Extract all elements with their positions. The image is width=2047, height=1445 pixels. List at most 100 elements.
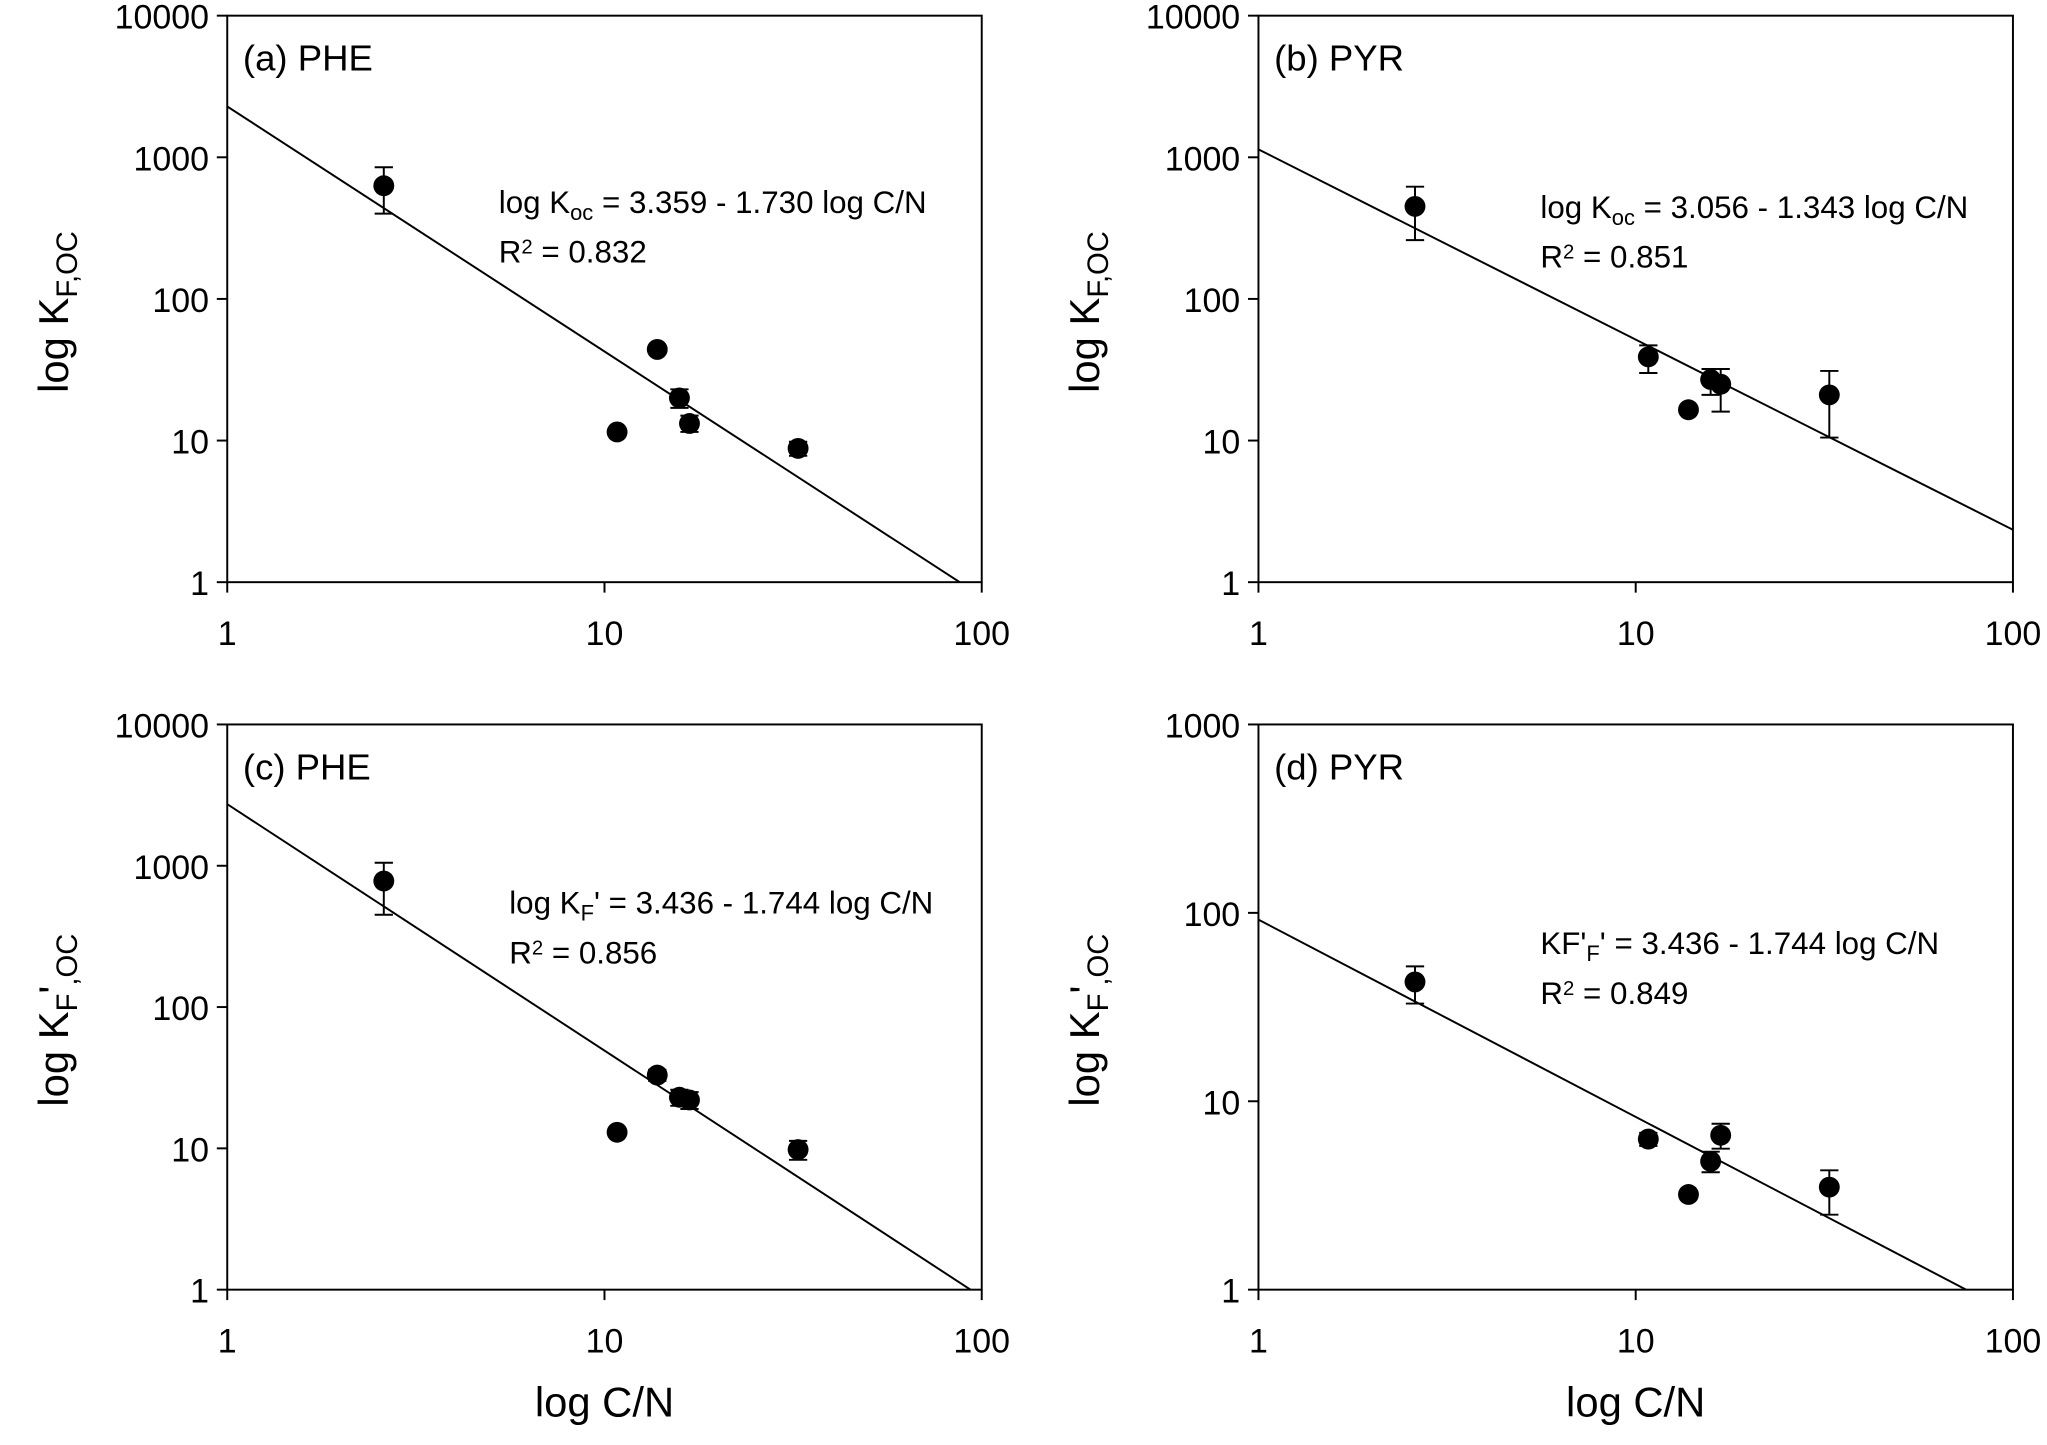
r-squared: R2 = 0.849 (1540, 976, 1688, 1011)
y-axis-label: log KF',OC (30, 934, 84, 1107)
y-tick-label: 1000 (134, 140, 209, 178)
y-tick-label: 100 (152, 282, 209, 320)
y-tick-label: 1 (190, 1273, 209, 1311)
plot-frame (226, 723, 983, 1291)
x-tick-label: 1 (218, 1322, 237, 1360)
x-tick-label: 10 (586, 615, 624, 653)
text-part: ' (30, 986, 77, 994)
x-tick-label: 10 (586, 1322, 624, 1360)
data-point (668, 387, 690, 409)
y-tick-label: 100 (1184, 282, 1241, 320)
data-point (1678, 1184, 1699, 1205)
x-tick-label: 100 (1985, 615, 2042, 653)
text-part: ' = 3.436 - 1.744 log C/N (1600, 926, 1939, 961)
regression-equation: log Koc = 3.359 - 1.730 log C/N (499, 185, 927, 225)
regression-line (1258, 918, 1969, 1290)
data-point (646, 1064, 668, 1086)
text-part: R (499, 234, 522, 269)
regression-equation: log Koc = 3.056 - 1.343 log C/N (1540, 190, 1968, 230)
y-tick-label: 10 (1202, 1084, 1240, 1122)
y-tick-label: 1 (1221, 1273, 1240, 1311)
subscript: oc (570, 199, 593, 224)
subscript: F (1083, 994, 1115, 1012)
x-axis-label: log C/N (535, 1378, 674, 1425)
data-point (1818, 1176, 1840, 1198)
y-tick-label: 10 (171, 1131, 209, 1169)
text-part: = 0.832 (533, 234, 647, 269)
text-part: log K (509, 886, 580, 921)
superscript: 2 (532, 937, 543, 959)
x-axis-label: log C/N (1566, 1378, 1705, 1425)
superscript: 2 (1563, 242, 1574, 264)
subscript: F,OC (1083, 231, 1115, 298)
plot-frame (226, 14, 983, 584)
text-part: log K (30, 298, 77, 393)
r-squared: R2 = 0.856 (509, 935, 657, 970)
data-point (1818, 384, 1840, 406)
subscript: F (581, 900, 594, 925)
text-part: log K (30, 1011, 77, 1106)
text-part: KF' (1540, 926, 1586, 961)
data-point (1637, 1128, 1659, 1150)
data-point (606, 1121, 628, 1143)
panel-a: 1 10 100 1 10 100 1000 10000 (a) PHE log Koc = 3.… (30, 0, 1010, 653)
regression-equation: KF'F' = 3.436 - 1.744 log C/N (1540, 926, 1939, 966)
subscript: F (1586, 941, 1599, 966)
x-tick-label: 100 (953, 615, 1010, 653)
panel-label: (c) PHE (243, 746, 371, 787)
subscript: oc (1612, 205, 1635, 230)
regression-line (227, 105, 962, 583)
panel-label: (d) PYR (1274, 746, 1404, 787)
x-tick-label: 1 (1249, 615, 1268, 653)
x-tick-label: 10 (1617, 615, 1655, 653)
y-tick-label: 100 (152, 990, 209, 1028)
y-tick-label: 10000 (115, 0, 209, 37)
text-part: = 3.056 - 1.343 log C/N (1635, 190, 1968, 225)
plot-frame (1257, 14, 2014, 584)
subscript: F (52, 994, 84, 1012)
y-tick-label: 1000 (1165, 708, 1240, 746)
y-tick-label: 1 (1221, 565, 1240, 603)
y-tick-label: 10000 (115, 708, 209, 746)
text-part: ' = 3.436 - 1.744 log C/N (594, 886, 933, 921)
data-point (787, 1139, 809, 1161)
x-tick-label: 100 (953, 1322, 1010, 1360)
y-tick-label: 1000 (1165, 140, 1240, 178)
y-axis-label: log KF,OC (1061, 231, 1115, 393)
x-tick-label: 10 (1617, 1322, 1655, 1360)
data-point (1710, 373, 1732, 395)
data-point (787, 437, 809, 459)
data-point (1637, 346, 1659, 368)
regression-equation: log KF' = 3.436 - 1.744 log C/N (509, 886, 933, 926)
text-part: log K (499, 185, 570, 220)
panel-label: (a) PHE (243, 37, 373, 78)
panel-label: (b) PYR (1274, 37, 1404, 78)
y-tick-label: 10000 (1146, 0, 1240, 37)
text-part: = 0.851 (1574, 240, 1688, 275)
data-point (679, 1089, 700, 1111)
data-point (679, 413, 700, 434)
y-tick-label: 1 (190, 565, 209, 603)
y-axis-label: log KF',OC (1061, 934, 1115, 1107)
subscript: ,OC (52, 934, 84, 986)
superscript: 2 (1563, 978, 1574, 1000)
y-tick-label: 100 (1184, 896, 1241, 934)
text-part: log K (1540, 190, 1611, 225)
y-axis-label: log KF,OC (30, 231, 84, 393)
y-tick-label: 10 (171, 424, 209, 462)
data-point (373, 175, 395, 197)
subscript: ,OC (1083, 934, 1115, 986)
x-tick-label: 100 (1985, 1322, 2042, 1360)
r-squared: R2 = 0.832 (499, 234, 647, 269)
data-point (1678, 399, 1699, 421)
data-point (1404, 971, 1426, 993)
subscript: F,OC (52, 231, 84, 298)
text-part: R (1540, 976, 1563, 1011)
data-point (373, 870, 395, 892)
data-point (606, 421, 628, 443)
y-tick-label: 1000 (134, 849, 209, 887)
x-tick-label: 1 (218, 615, 237, 653)
